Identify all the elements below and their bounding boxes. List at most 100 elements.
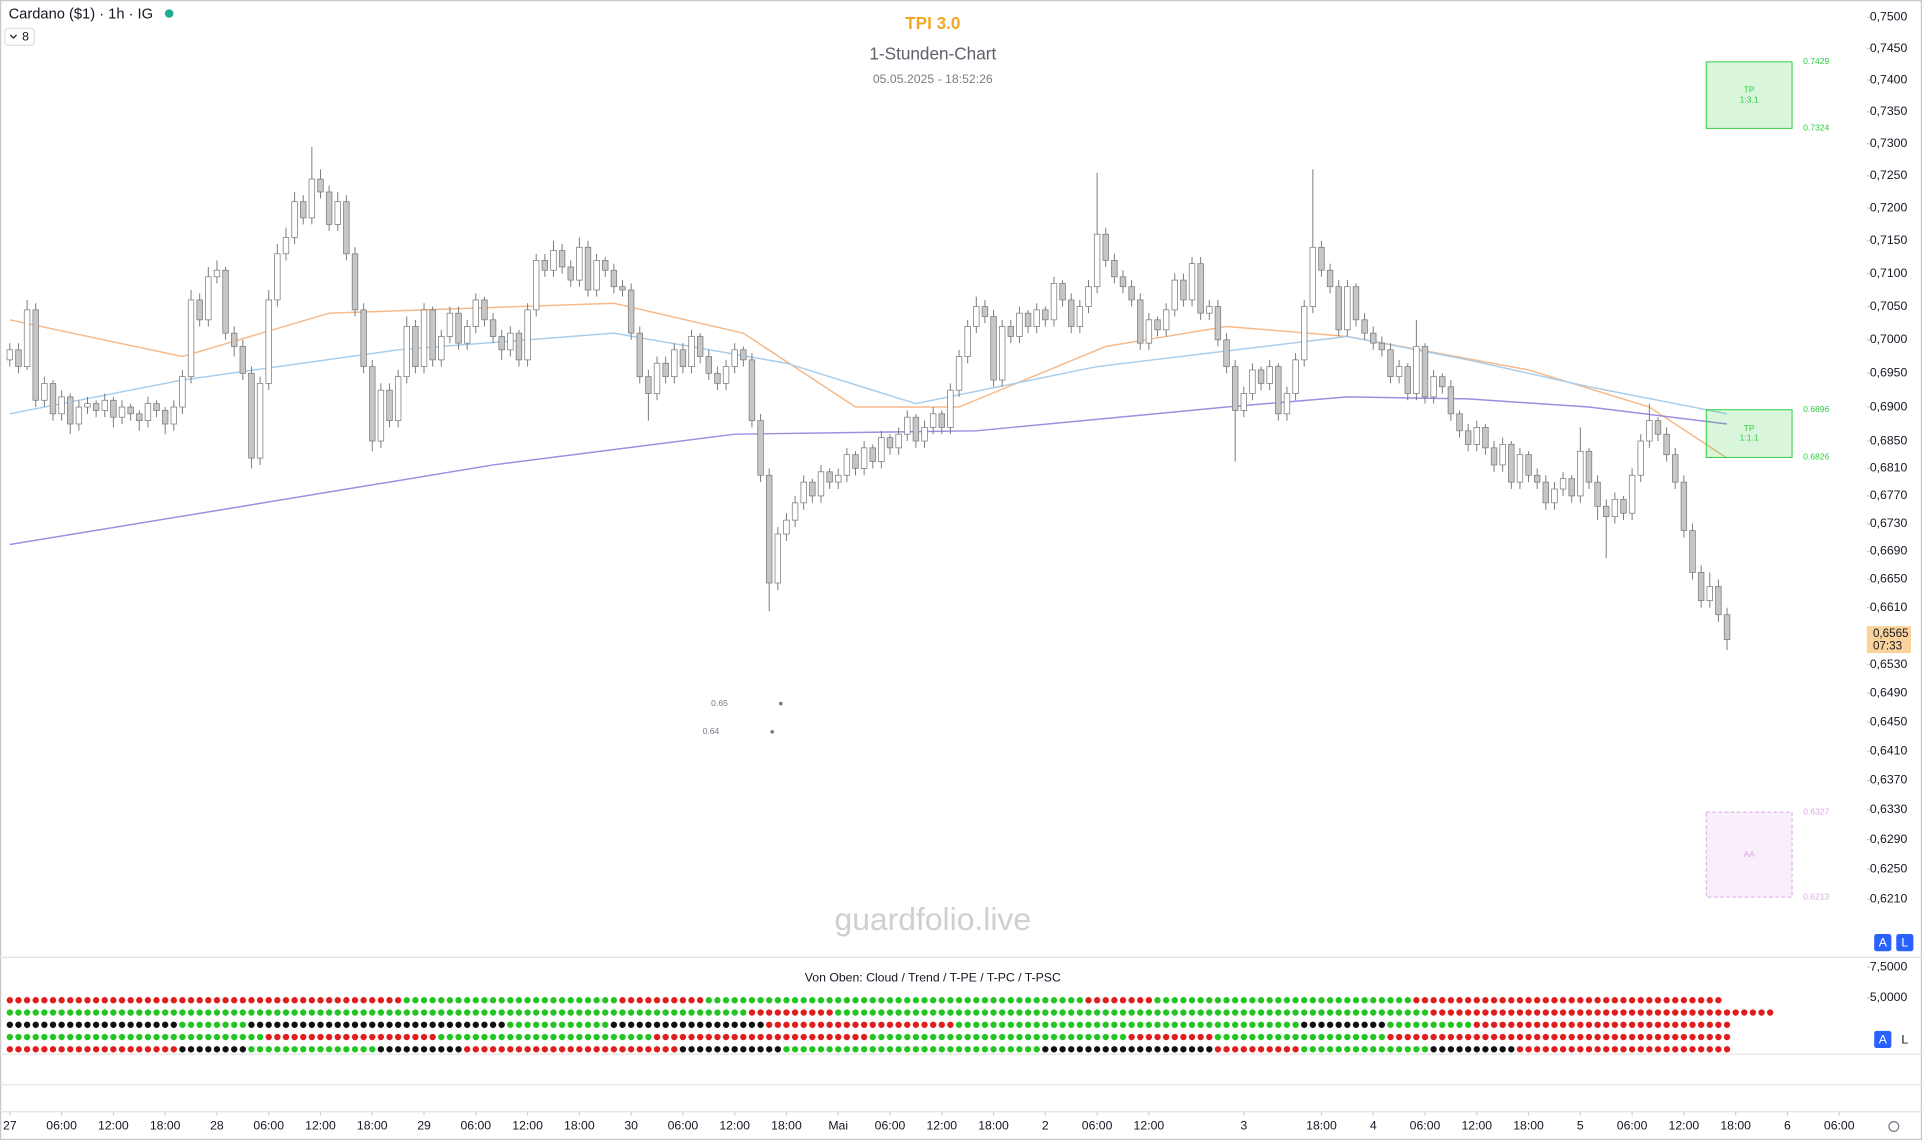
signal-dot [696, 1033, 704, 1041]
signal-dot [420, 1033, 428, 1041]
signal-dot [1257, 1033, 1265, 1041]
signal-dot [860, 1046, 868, 1053]
signal-dot [127, 1033, 134, 1041]
signal-dot [1706, 1021, 1713, 1028]
signal-dot [222, 1033, 229, 1041]
candle-body [1231, 366, 1239, 411]
signal-dot [369, 1021, 376, 1028]
signal-dot [343, 1021, 350, 1028]
signal-dot [515, 997, 523, 1004]
candle-body [1689, 530, 1696, 573]
signal-dot [645, 997, 652, 1004]
signal-dot [394, 1033, 402, 1041]
signal-dot [1344, 1009, 1351, 1016]
candle-body [101, 399, 108, 411]
indicator-toggle[interactable] [4, 27, 35, 46]
signal-dot [912, 1033, 920, 1041]
signal-dot [32, 1009, 39, 1016]
signal-dot [1508, 1009, 1515, 1016]
candle-body [153, 403, 160, 411]
candle-body [584, 246, 592, 291]
signal-dot [1361, 997, 1368, 1004]
signal-dot [265, 997, 272, 1004]
candle-body [662, 362, 669, 378]
candle-body [1663, 433, 1670, 456]
signal-dot [325, 1046, 333, 1053]
x-tick-label: 06:00 [460, 1119, 491, 1133]
signal-dot [394, 1009, 402, 1016]
signal-dot [541, 997, 549, 1004]
candle-body [1275, 366, 1282, 415]
candle-body [955, 356, 963, 391]
candle-body [981, 306, 989, 317]
signal-dot [291, 1021, 298, 1028]
signal-dot [558, 1009, 566, 1016]
signal-dot [118, 1046, 126, 1053]
signal-dot [835, 1033, 842, 1041]
signal-dot [835, 1009, 842, 1016]
candle-body [84, 403, 91, 408]
signal-dot [377, 1046, 385, 1053]
signal-dot [1646, 1009, 1653, 1016]
signal-dot [791, 1009, 799, 1016]
candle-body [213, 269, 221, 278]
signal-dot [1378, 1021, 1386, 1028]
candle-body [1430, 376, 1437, 398]
button[interactable] [1874, 1030, 1892, 1049]
signal-dot [602, 1021, 609, 1028]
signal-dot [1447, 1046, 1455, 1053]
settings-icon[interactable] [1888, 1120, 1900, 1133]
signal-dot [998, 997, 1006, 1004]
x-tick-label: 2 [1042, 1119, 1049, 1133]
signal-dot [653, 1009, 661, 1016]
signal-dot [412, 1033, 419, 1041]
button[interactable] [1896, 934, 1914, 952]
signal-dot [1464, 1046, 1472, 1053]
signal-dot [619, 1009, 626, 1016]
signal-dot [1370, 997, 1377, 1004]
button[interactable] [1874, 934, 1892, 952]
signal-dot [239, 997, 247, 1004]
candle-body [1214, 306, 1222, 341]
signal-dot [576, 1009, 583, 1016]
signal-dot [1266, 997, 1273, 1004]
signal-dot [1430, 1009, 1437, 1016]
candle-body [179, 376, 186, 408]
signal-dot [153, 1033, 160, 1041]
signal-dot [118, 1009, 126, 1016]
signal-dot [1137, 997, 1144, 1004]
signal-dot [1240, 1021, 1247, 1028]
signal-dot [1628, 1046, 1636, 1053]
signal-dot [766, 1021, 773, 1028]
signal-dot [627, 997, 635, 1004]
signal-dot [1111, 1009, 1118, 1016]
signal-dot [800, 1033, 807, 1041]
signal-dot [653, 1046, 661, 1053]
candle-body [343, 201, 350, 255]
signal-dot [351, 1046, 359, 1053]
signal-dot [929, 1009, 937, 1016]
signal-dot [679, 1046, 687, 1053]
signal-dot [6, 1033, 14, 1041]
signal-dot [602, 1046, 609, 1053]
signal-dot [757, 1021, 764, 1028]
candle-body [394, 376, 402, 421]
signal-dot [981, 1033, 989, 1041]
signal-dot [386, 1021, 393, 1028]
x-tick-label: 18:00 [564, 1119, 595, 1133]
x-tick-label: 12:00 [926, 1119, 957, 1133]
signal-dot [1042, 1046, 1049, 1053]
signal-dot [757, 1009, 764, 1016]
candle-body [1577, 450, 1584, 497]
signal-dot [15, 997, 22, 1004]
signal-dot [403, 1021, 410, 1028]
signal-dot [291, 1046, 298, 1053]
signal-dot [602, 1033, 609, 1041]
signal-dot [1542, 997, 1550, 1004]
signal-dot [386, 1033, 393, 1041]
signal-dot [860, 997, 868, 1004]
signal-dot [748, 1033, 756, 1041]
signal-dot [41, 1021, 48, 1028]
